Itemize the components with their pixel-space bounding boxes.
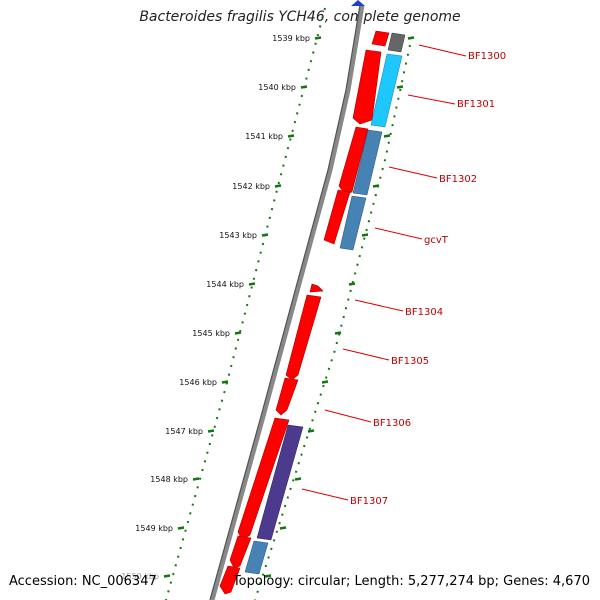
gene-arrow-extra-forward-1 <box>229 535 252 569</box>
origin-marker-icon <box>351 0 365 6</box>
genome-backbone <box>209 4 365 600</box>
outer-ruler-dash <box>321 380 329 384</box>
gene-arrow-bf1305-forward <box>285 294 322 381</box>
scale-tick-mark <box>314 36 322 40</box>
gene-arrow-bf1300-forward <box>371 30 390 47</box>
leader-bf1307 <box>301 488 349 501</box>
scale-tick-label: 1539 kbp <box>272 34 310 43</box>
gene-label-gcvt: gcvT <box>424 235 449 246</box>
scale-tick-mark <box>207 429 215 433</box>
gene-arrow-bf1306-forward <box>275 377 299 416</box>
scale-tick-label: 1542 kbp <box>232 182 270 191</box>
gene-label-bf1305: BF1305 <box>391 356 429 367</box>
outer-ruler-dash <box>383 134 391 138</box>
scale-tick-label: 1546 kbp <box>179 378 217 387</box>
outer-ruler-dash <box>279 526 287 530</box>
scale-tick-label: 1547 kbp <box>165 427 203 436</box>
forward-strand-genes <box>219 30 390 595</box>
scale-tick-mark <box>221 380 229 384</box>
leader-gcvt <box>374 227 423 240</box>
gene-label-bf1301: BF1301 <box>457 99 495 110</box>
gene-label-bf1304: BF1304 <box>405 307 443 318</box>
gene-label-bf1306: BF1306 <box>373 418 411 429</box>
outer-ruler-dash <box>396 85 404 89</box>
gene-label-bf1302: BF1302 <box>439 174 477 185</box>
reverse-strand-genes <box>244 32 406 575</box>
gene-arrow-bf1304-forward <box>309 283 324 293</box>
scale-tick-label: 1548 kbp <box>150 475 188 484</box>
gene-bar-gcvt-reverse <box>339 195 367 251</box>
scale-tick-label: 1544 kbp <box>206 280 244 289</box>
leader-bf1304 <box>354 299 404 312</box>
scale-tick-label: 1541 kbp <box>245 132 283 141</box>
scale-tick-mark <box>192 477 200 481</box>
outer-ruler-dash <box>334 331 342 335</box>
scale-tick-mark <box>261 233 269 237</box>
outer-ruler-dash <box>348 282 356 286</box>
topology-text: Topology: circular; Length: 5,277,274 bp… <box>232 574 590 589</box>
scale-tick-mark <box>300 85 308 89</box>
gene-label-bf1300: BF1300 <box>468 51 506 62</box>
scale-tick-mark <box>234 331 242 335</box>
scale-tick-mark <box>274 184 282 188</box>
gene-bar-bf1300-reverse <box>387 32 406 53</box>
gene-bar-bf1307-reverse <box>256 424 304 541</box>
outer-dotted-ruler <box>254 44 411 600</box>
outer-ruler-dash <box>264 574 272 578</box>
scale-tick-mark <box>163 574 171 578</box>
outer-ruler-dash <box>294 477 302 481</box>
gene-label-bf1307: BF1307 <box>350 496 388 507</box>
scale-tick-mark <box>248 282 256 286</box>
scale-tick-mark <box>177 526 185 530</box>
leader-bf1301 <box>407 94 456 105</box>
accession-text: Accession: NC_006347 <box>9 574 157 589</box>
outer-ruler-dash <box>372 184 380 188</box>
outer-ruler-dash <box>407 36 415 40</box>
map-title: Bacteroides fragilis YCH46, complete gen… <box>139 9 461 25</box>
leader-bf1306 <box>324 409 372 423</box>
scale-tick-label: 1550 kbp <box>121 572 159 581</box>
gene-arrow-bf1301-forward <box>352 49 382 125</box>
gene-bar-extra-reverse <box>244 540 269 575</box>
scale-ticks: 1539 kbp 1540 kbp 1541 kbp 1542 kbp 1543 kbp… <box>121 34 322 581</box>
scale-tick-label: 1543 kbp <box>219 231 257 240</box>
gene-bar-bf1302-reverse <box>352 129 383 196</box>
leader-bf1300 <box>418 44 467 57</box>
scale-tick-label: 1540 kbp <box>258 83 296 92</box>
gene-bar-bf1301-reverse <box>370 53 403 128</box>
leader-bf1305 <box>342 348 390 361</box>
gene-arrow-gcvt-forward <box>323 189 351 245</box>
outer-ruler-dash <box>361 233 369 237</box>
outer-ruler-dash <box>307 429 315 433</box>
outer-ruler-dashes <box>264 36 415 578</box>
scale-tick-label: 1549 kbp <box>135 524 173 533</box>
gene-arrow-extra-forward-2 <box>219 565 241 595</box>
gene-label-leaders <box>301 44 467 501</box>
gene-labels: BF1300 BF1301 BF1302 gcvT BF1304 BF1305 … <box>350 51 506 507</box>
scale-tick-mark <box>287 134 295 138</box>
leader-bf1302 <box>388 166 438 179</box>
scale-tick-label: 1545 kbp <box>192 329 230 338</box>
